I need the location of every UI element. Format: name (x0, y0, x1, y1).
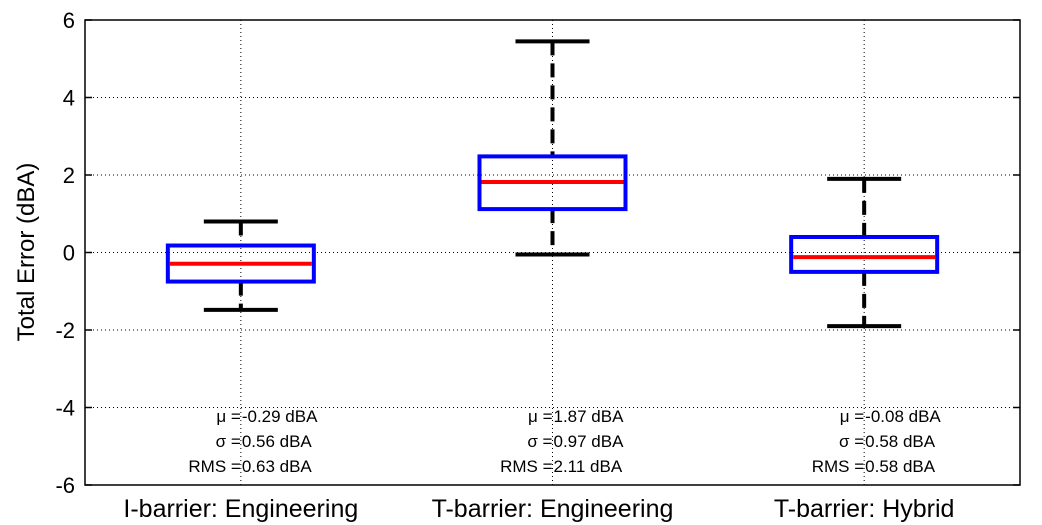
stat-line: RMS = (812, 457, 865, 476)
y-tick-label: -2 (55, 318, 75, 343)
box-plot-series (165, 39, 940, 329)
stat-symbol: RMS = (812, 457, 865, 476)
stat-line: σ = (527, 432, 552, 451)
y-axis-ticks: -6 -4 -2 0 2 4 6 (55, 8, 1020, 498)
stat-value-text: 0.63 dBA (242, 457, 313, 476)
stat-symbol: μ = (528, 407, 553, 426)
stat-value: -0.08 dBA (865, 407, 941, 426)
stat-value: 1.87 dBA (554, 407, 625, 426)
stat-symbol: μ = (216, 407, 241, 426)
stat-symbol: σ = (216, 432, 241, 451)
y-tick-label: -4 (55, 396, 75, 421)
stat-symbol: σ = (527, 432, 552, 451)
stat-line: σ = (839, 432, 864, 451)
y-tick-label: 0 (63, 241, 75, 266)
stat-line: μ = (216, 407, 241, 426)
stat-value: 0.97 dBA (554, 432, 625, 451)
iqr-box (165, 243, 316, 284)
stat-symbol: RMS = (188, 457, 241, 476)
stat-value: 0.56 dBA (242, 432, 313, 451)
iqr-box (789, 235, 940, 274)
stat-value: 0.58 dBA (865, 457, 936, 476)
x-category-label: T-barrier: Engineering (432, 495, 674, 523)
box-group (165, 219, 316, 312)
stat-line: μ = (840, 407, 865, 426)
box-group (789, 176, 940, 329)
stat-value-text: 2.11 dBA (554, 457, 623, 476)
stat-value-text: 1.87 dBA (554, 407, 625, 426)
stat-line: σ = (216, 432, 241, 451)
y-tick-label: 6 (63, 8, 75, 33)
stat-value-text: 0.97 dBA (554, 432, 625, 451)
y-tick-label: 4 (63, 86, 75, 111)
stat-line: RMS = (500, 457, 553, 476)
stat-value: 2.11 dBA (554, 457, 623, 476)
stat-value-text: -0.29 dBA (242, 407, 318, 426)
stat-value: 0.58 dBA (865, 432, 936, 451)
x-category-label: I-barrier: Engineering (123, 495, 358, 523)
x-axis-categories: I-barrier: Engineering T-barrier: Enginee… (123, 495, 954, 523)
stat-value: -0.29 dBA (242, 407, 318, 426)
stat-value-text: -0.08 dBA (865, 407, 941, 426)
y-axis-label: Total Error (dBA) (13, 163, 40, 342)
stat-symbol: σ = (839, 432, 864, 451)
stat-value-text: 0.58 dBA (865, 432, 936, 451)
stat-value-text: 0.58 dBA (865, 457, 936, 476)
x-category-label: T-barrier: Hybrid (774, 495, 955, 523)
stat-symbol: μ = (840, 407, 865, 426)
stat-value-text: 0.56 dBA (242, 432, 313, 451)
stat-line: μ = (528, 407, 553, 426)
stat-line: RMS = (188, 457, 241, 476)
stat-symbol: RMS = (500, 457, 553, 476)
box-group (477, 39, 628, 257)
iqr-box (477, 154, 628, 212)
y-tick-label: 2 (63, 163, 75, 188)
y-tick-label: -6 (55, 473, 75, 498)
stat-value: 0.63 dBA (242, 457, 313, 476)
